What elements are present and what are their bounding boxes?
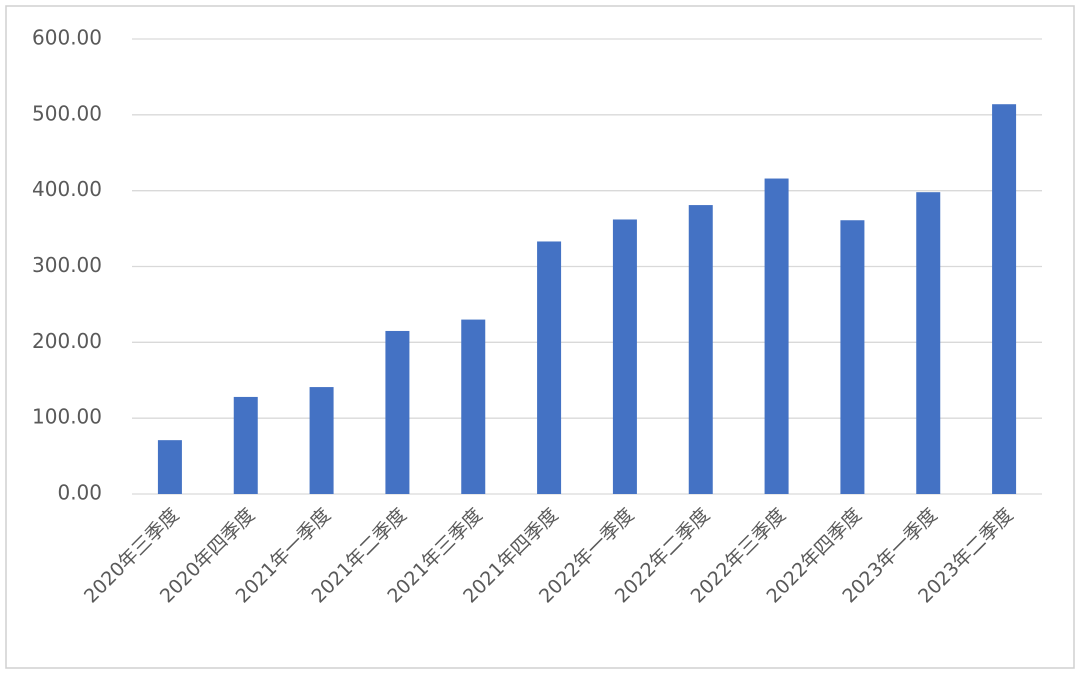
bar — [992, 104, 1017, 494]
bar — [612, 219, 637, 494]
bar — [233, 396, 258, 494]
y-tick-label: 200.00 — [32, 329, 102, 353]
y-tick-label: 100.00 — [32, 405, 102, 429]
y-tick-label: 500.00 — [32, 101, 102, 125]
bar — [157, 440, 182, 494]
bar — [385, 330, 410, 494]
bar — [537, 241, 562, 494]
y-tick-label: 400.00 — [32, 177, 102, 201]
bar — [461, 319, 486, 494]
bar — [916, 192, 941, 494]
y-tick-label: 0.00 — [57, 481, 102, 505]
bar — [309, 387, 334, 494]
y-tick-label: 300.00 — [32, 253, 102, 277]
bar — [764, 178, 789, 495]
bar — [840, 220, 865, 494]
y-tick-label: 600.00 — [32, 26, 102, 50]
bar — [688, 205, 713, 494]
